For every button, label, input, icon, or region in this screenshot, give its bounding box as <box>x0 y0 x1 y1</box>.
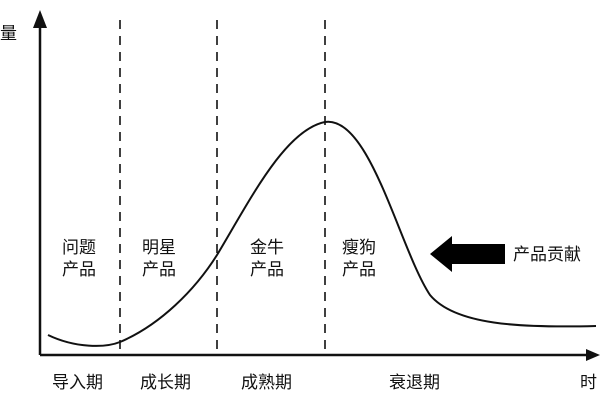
x-axis-label: 时 <box>580 373 597 393</box>
question-product-label-line2: 产品 <box>62 260 96 280</box>
cash-cow-product-label-line1: 金牛 <box>250 238 284 258</box>
stage-label-decline: 衰退期 <box>389 373 440 393</box>
left-arrow-icon <box>430 236 505 272</box>
stage-label-introduction: 导入期 <box>52 373 103 393</box>
stage-label-maturity: 成熟期 <box>241 372 292 393</box>
product-contribution-label: 产品贡献 <box>513 245 581 265</box>
dog-product-label-line2: 产品 <box>342 260 376 280</box>
star-product-label-line1: 明星 <box>142 238 176 258</box>
x-axis-arrowhead <box>586 349 600 361</box>
y-axis-label: 量 <box>0 24 17 44</box>
lifecycle-curve <box>47 120 597 347</box>
stage-label-growth: 成长期 <box>140 373 191 393</box>
question-product-label-line1: 问题 <box>62 238 96 258</box>
dog-product-label-line1: 瘦狗 <box>342 238 376 258</box>
y-axis-arrowhead <box>33 10 47 28</box>
star-product-label-line2: 产品 <box>142 260 176 280</box>
cash-cow-product-label-line2: 产品 <box>250 260 284 280</box>
